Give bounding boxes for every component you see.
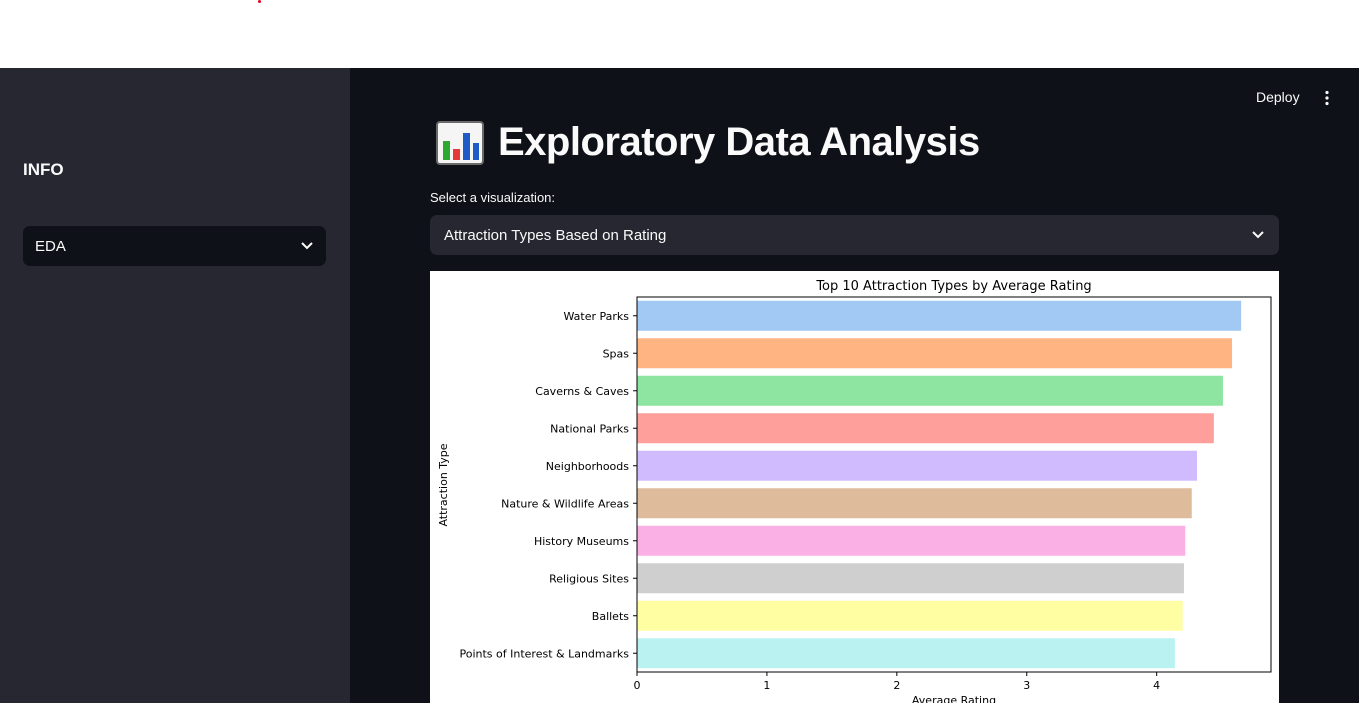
x-tick-label: 1 (763, 679, 770, 692)
y-tick-label: Points of Interest & Landmarks (459, 647, 629, 660)
chevron-down-icon (300, 239, 314, 253)
plot-frame (636, 296, 1272, 673)
bar-7 (637, 563, 1184, 594)
y-tick-label: Caverns & Caves (535, 385, 629, 398)
visualization-select-value: Attraction Types Based on Rating (444, 226, 667, 244)
visualization-select-label: Select a visualization: (430, 190, 556, 205)
bar-5 (637, 488, 1192, 519)
page-title-row: Exploratory Data Analysis (436, 120, 980, 165)
main-content: Deploy Exploratory Data Analysis Select … (350, 68, 1359, 703)
y-tick-label: National Parks (550, 422, 629, 435)
x-tick-label: 3 (1023, 679, 1030, 692)
browser-top-area (0, 0, 1359, 68)
chart-container: Top 10 Attraction Types by Average Ratin… (430, 271, 1279, 703)
bar-3 (637, 413, 1214, 444)
sidebar-title: INFO (23, 160, 64, 179)
x-tick-label: 4 (1153, 679, 1160, 692)
y-tick-label: History Museums (534, 535, 629, 548)
y-tick-label: Water Parks (563, 310, 629, 323)
chart-title: Top 10 Attraction Types by Average Ratin… (815, 279, 1091, 294)
deploy-button[interactable]: Deploy (1256, 89, 1300, 105)
more-vertical-icon[interactable] (1323, 90, 1331, 106)
sidebar-page-select[interactable]: EDA (23, 226, 326, 266)
bar-4 (637, 450, 1197, 481)
visualization-select[interactable]: Attraction Types Based on Rating (430, 215, 1279, 255)
y-tick-label: Ballets (592, 610, 629, 623)
bar-6 (637, 525, 1186, 556)
y-tick-label: Neighborhoods (546, 460, 629, 473)
y-axis-label: Attraction Type (437, 443, 450, 526)
bar-0 (637, 300, 1242, 331)
x-axis-label: Average Rating (912, 694, 996, 703)
loading-indicator (258, 0, 261, 3)
y-tick-label: Nature & Wildlife Areas (501, 497, 629, 510)
bar-9 (637, 638, 1175, 669)
chevron-down-icon (1251, 228, 1265, 242)
bar-chart-emoji-icon (436, 120, 484, 165)
x-tick-label: 0 (634, 679, 641, 692)
bar-chart: Top 10 Attraction Types by Average Ratin… (437, 279, 1272, 703)
y-tick-label: Spas (603, 347, 630, 360)
y-tick-label: Religious Sites (549, 572, 629, 585)
bar-2 (637, 375, 1223, 406)
page-title: Exploratory Data Analysis (498, 120, 980, 164)
x-tick-label: 2 (893, 679, 900, 692)
sidebar-select-value: EDA (35, 237, 66, 255)
sidebar: INFO EDA (0, 68, 350, 703)
bar-1 (637, 338, 1233, 369)
bar-8 (637, 600, 1183, 631)
